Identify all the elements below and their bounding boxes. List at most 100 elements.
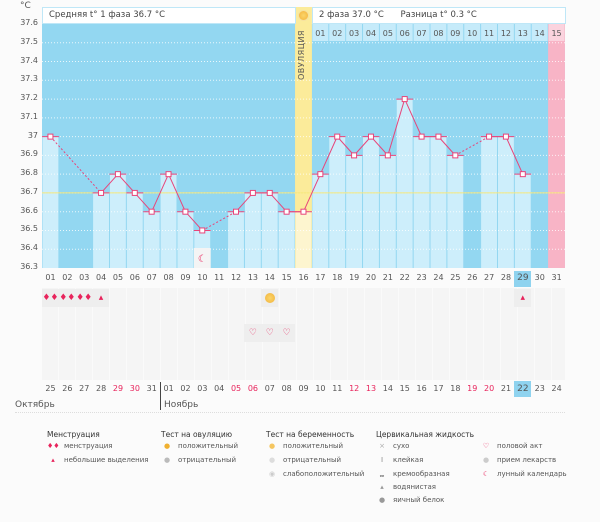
data-point xyxy=(502,133,509,140)
temperature-bar xyxy=(363,136,379,268)
legend-cervical-title: Цервикальная жидкость xyxy=(376,430,475,439)
temperature-bar xyxy=(396,99,413,268)
cycle-day-label: 18 xyxy=(332,273,343,282)
sun-negative-icon: ● xyxy=(163,456,171,464)
calendar-date: 26 xyxy=(62,384,73,393)
line-segment xyxy=(269,192,287,213)
y-tick-label: 37.2 xyxy=(20,93,38,103)
temperature-bar xyxy=(143,211,160,268)
divider xyxy=(15,412,565,413)
phase2-day-cell xyxy=(514,24,531,41)
temperature-bar xyxy=(42,136,59,268)
line-segment xyxy=(438,136,456,156)
dashed-segment xyxy=(50,136,102,194)
phase2-day-cell xyxy=(531,24,548,41)
data-point xyxy=(435,133,442,140)
data-point xyxy=(148,208,155,215)
calendar-date: 08 xyxy=(281,384,292,393)
ovulation-sun-icon xyxy=(298,10,309,21)
phase2-day-cell xyxy=(481,24,497,41)
legend-item: ● яичный белок xyxy=(376,496,444,504)
cycle-day-label: 08 xyxy=(163,273,174,282)
calendar-date: 06 xyxy=(247,384,259,393)
bbt-chart: 01 02 03 04 05 06 07 08 09 10 11 12 13 14 15 ☾ xyxy=(42,7,565,268)
data-point xyxy=(351,152,358,159)
cycle-day-label: 26 xyxy=(467,273,478,282)
data-point xyxy=(486,133,493,140)
temperature-bar xyxy=(497,136,514,268)
spotting-icon: ▴ xyxy=(92,289,110,307)
y-tick-label: 36.4 xyxy=(20,243,38,253)
drops-icon: ♦♦ xyxy=(47,442,60,450)
phase2-day-label: 09 xyxy=(450,29,460,38)
y-unit: °C xyxy=(20,1,31,11)
cycle-day-label: 03 xyxy=(79,273,90,282)
calendar-date: 30 xyxy=(129,384,140,393)
month-divider xyxy=(160,382,161,410)
phase2-day-cell xyxy=(363,24,379,41)
heart-icon: ♡ xyxy=(278,324,296,342)
line-segment xyxy=(151,173,169,212)
dashed-segment xyxy=(202,211,237,231)
temperature-bar xyxy=(160,174,177,268)
phase2-day-label: 08 xyxy=(433,29,443,38)
sun-positive-icon: ● xyxy=(163,442,171,450)
calendar-date: 13 xyxy=(365,384,377,393)
phase2-day-label: 12 xyxy=(501,29,511,38)
data-point xyxy=(182,208,189,215)
calendar-date: 18 xyxy=(450,384,461,393)
line-segment xyxy=(235,192,254,213)
data-point xyxy=(452,152,459,159)
data-point xyxy=(114,171,121,178)
phase2-day-label: 05 xyxy=(383,29,393,38)
calendar-date: 09 xyxy=(298,384,309,393)
current-cycle-day: 29 xyxy=(514,271,532,287)
data-point xyxy=(300,208,307,215)
line-segment xyxy=(303,173,321,212)
line-segment xyxy=(404,98,423,137)
cycle-day-label: 24 xyxy=(433,273,444,282)
phase2-day-cell xyxy=(464,24,481,41)
temperature-bar xyxy=(278,211,295,268)
legend-item: ◉ слабоположительный xyxy=(266,470,364,478)
cycle-day-label: 13 xyxy=(247,273,259,282)
line-segment xyxy=(185,211,203,231)
cycle-day-label: 06 xyxy=(129,273,140,282)
legend-menstruation-title: Менструация xyxy=(47,430,100,439)
cycle-day-label: 15 xyxy=(281,273,292,282)
phase1-average: Средняя t° 1 фаза 36.7 °C xyxy=(42,7,296,24)
legend-item: ♡ половой акт xyxy=(480,442,543,450)
legend-item: ❠ кремообразная xyxy=(376,470,450,479)
legend-pregnancy-title: Тест на беременность xyxy=(266,430,355,439)
egg-white-icon: ● xyxy=(378,496,386,504)
phase2-day-label: 11 xyxy=(484,29,494,38)
pill-icon: ● xyxy=(482,456,490,464)
legend-item: ● отрицательный xyxy=(266,456,341,464)
calendar-date: 31 xyxy=(146,384,157,393)
phase2-day-label: 01 xyxy=(315,29,325,38)
y-tick-label: 36.7 xyxy=(20,186,38,196)
heart-icon: ♡ xyxy=(244,324,262,342)
cycle-day-label: 07 xyxy=(146,273,157,282)
temperature-bar xyxy=(447,155,464,268)
cycle-day-label: 31 xyxy=(551,273,562,282)
data-point xyxy=(401,96,408,103)
calendar-date: 11 xyxy=(332,384,343,393)
line-segment xyxy=(505,136,524,175)
cycle-day-label: 21 xyxy=(382,273,393,282)
calendar-date: 20 xyxy=(484,384,495,393)
temperature-bar xyxy=(177,211,194,268)
calendar-date: 19 xyxy=(467,384,478,393)
line-segment xyxy=(387,98,406,156)
temperature-bar xyxy=(413,136,430,268)
phase2-day-cell xyxy=(430,24,447,41)
data-point xyxy=(283,208,290,215)
month-october: Октябрь xyxy=(15,400,55,410)
cycle-day-label: 25 xyxy=(450,273,461,282)
legend-ovulation-title: Тест на овуляцию xyxy=(161,430,233,439)
line-segment xyxy=(370,136,389,156)
cycle-day-label: 14 xyxy=(264,273,275,282)
calendar-date: 25 xyxy=(45,384,56,393)
y-tick-label: 37.6 xyxy=(20,18,38,27)
test-positive-icon: ● xyxy=(268,442,276,450)
